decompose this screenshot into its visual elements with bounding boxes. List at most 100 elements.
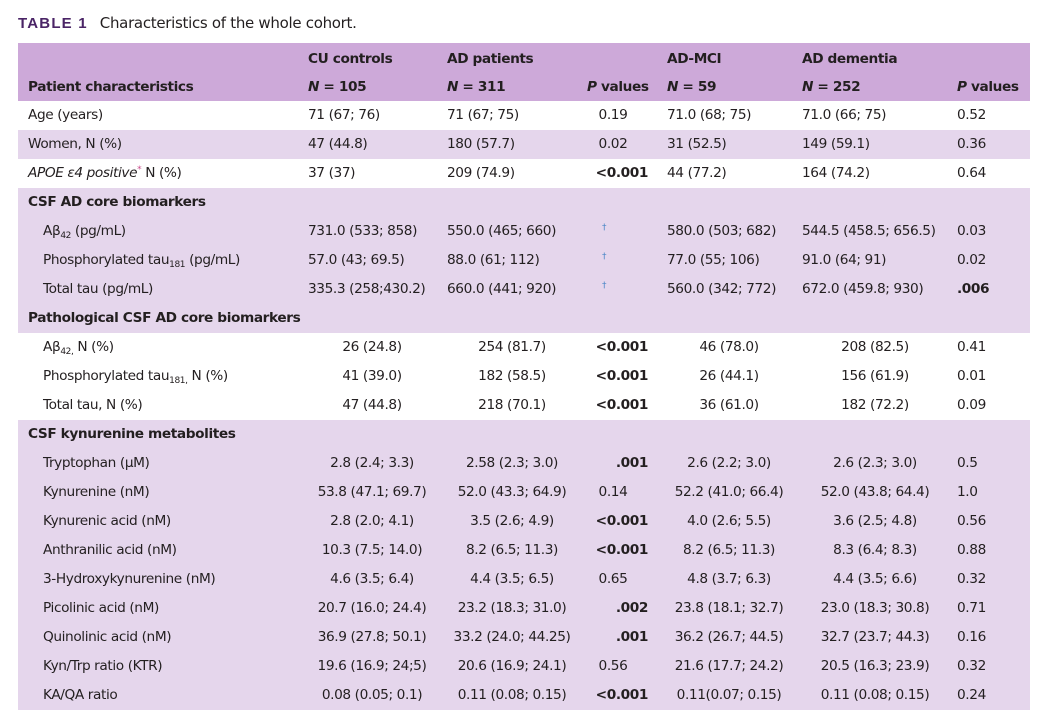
table-row: Quinolinic acid (nM) 36.9 (27.8; 50.1) 33.…	[18, 623, 1030, 652]
row-label: Age (years)	[28, 107, 103, 123]
cell-ad: 8.2 (6.5; 11.3)	[465, 542, 558, 558]
cell-ad: 4.4 (3.5; 6.5)	[470, 571, 554, 587]
cell-p2: 0.01	[957, 368, 986, 384]
cell-ad: 218 (70.1)	[478, 397, 546, 413]
cell-ad: 33.2 (24.0; 44.25)	[453, 629, 571, 645]
cell-mci: 580.0 (503; 682)	[667, 223, 777, 239]
table-row: Tryptophan (μM) 2.8 (2.4; 3.3) 2.58 (2.3; …	[18, 449, 1030, 478]
header-cu-n: N = 105	[308, 79, 367, 95]
cell-p1: †	[602, 252, 607, 262]
table-row: Phosphorylated tau181, N (%) 41 (39.0) 182…	[18, 362, 1030, 391]
section-row: CSF kynurenine metabolites	[18, 420, 1030, 449]
cell-p2: 0.36	[957, 136, 986, 152]
cell-cu: 71 (67; 76)	[308, 107, 380, 123]
cell-p2: 0.71	[957, 600, 986, 616]
table-caption: TABLE 1 Characteristics of the whole coho…	[18, 13, 357, 35]
table-row: KA/QA ratio 0.08 (0.05; 0.1) 0.11 (0.08; 0…	[18, 681, 1030, 710]
cell-cu: 2.8 (2.4; 3.3)	[330, 455, 414, 471]
cell-cu: 53.8 (47.1; 69.7)	[317, 484, 427, 500]
cell-ad: 71 (67; 75)	[447, 107, 519, 123]
table-number: TABLE 1	[18, 15, 88, 32]
cell-cu: 20.7 (16.0; 24.4)	[317, 600, 427, 616]
row-label: Kynurenic acid (nM)	[43, 513, 171, 529]
table-row: Total tau, N (%) 47 (44.8) 218 (70.1) <0.00…	[18, 391, 1030, 420]
cell-p2: 1.0	[957, 484, 978, 500]
cell-mci: 23.8 (18.1; 32.7)	[674, 600, 784, 616]
cell-ad: 180 (57.7)	[447, 136, 515, 152]
row-label: Anthranilic acid (nM)	[43, 542, 177, 558]
cell-cu: 10.3 (7.5; 14.0)	[321, 542, 423, 558]
header-ad-patients: AD patients	[447, 51, 534, 67]
cell-mci: 77.0 (55; 106)	[667, 252, 760, 268]
cell-p2: 0.64	[957, 165, 986, 181]
table-row: Aβ42 (pg/mL) 731.0 (533; 858) 550.0 (465; …	[18, 217, 1030, 246]
table-row: Kynurenic acid (nM) 2.8 (2.0; 4.1) 3.5 (2.…	[18, 507, 1030, 536]
cell-dem: 182 (72.2)	[841, 397, 909, 413]
cell-p2: .006	[957, 281, 990, 297]
section-heading: CSF kynurenine metabolites	[28, 426, 236, 442]
cell-mci: 2.6 (2.2; 3.0)	[687, 455, 771, 471]
cell-mci: 0.11(0.07; 0.15)	[676, 687, 782, 703]
cell-ad: 660.0 (441; 920)	[447, 281, 557, 297]
header-patient-characteristics: Patient characteristics	[28, 79, 194, 95]
cell-p1: .001	[615, 455, 649, 471]
table-row: Kynurenine (nM) 53.8 (47.1; 69.7) 52.0 (43…	[18, 478, 1030, 507]
cell-dem: 672.0 (459.8; 930)	[802, 281, 924, 297]
cell-cu: 37 (37)	[308, 165, 356, 181]
cell-dem: 91.0 (64; 91)	[802, 252, 887, 268]
cell-p1: .002	[615, 600, 649, 616]
header-cu-controls: CU controls	[308, 51, 393, 67]
cell-cu: 0.08 (0.05; 0.1)	[321, 687, 423, 703]
table-row: Women, N (%) 47 (44.8) 180 (57.7) 0.02 31 (5…	[18, 130, 1030, 159]
cell-dem: 8.3 (6.4; 8.3)	[833, 542, 917, 558]
section-row: CSF AD core biomarkers	[18, 188, 1030, 217]
table-row: Total tau (pg/mL) 335.3 (258;430.2) 660.0 …	[18, 275, 1030, 304]
header-ad-mci: AD-MCI	[667, 51, 722, 67]
table-row: Age (years) 71 (67; 76) 71 (67; 75) 0.19 71.…	[18, 101, 1030, 130]
cell-p2: 0.09	[957, 397, 986, 413]
cell-ad: 209 (74.9)	[447, 165, 515, 181]
cell-p2: 0.32	[957, 658, 986, 674]
cell-ad: 23.2 (18.3; 31.0)	[457, 600, 567, 616]
cell-p2: 0.02	[957, 252, 986, 268]
cell-p2: 0.03	[957, 223, 986, 239]
cell-dem: 52.0 (43.8; 64.4)	[820, 484, 930, 500]
cell-p1: 0.56	[598, 658, 628, 674]
cell-dem: 0.11 (0.08; 0.15)	[820, 687, 930, 703]
cell-p1: †	[602, 223, 607, 233]
cell-mci: 36.2 (26.7; 44.5)	[674, 629, 784, 645]
cell-p1: .001	[615, 629, 649, 645]
cell-p1: <0.001	[595, 397, 649, 413]
cell-ad: 2.58 (2.3; 3.0)	[465, 455, 558, 471]
cell-p2: 0.41	[957, 339, 986, 355]
cell-p1: <0.001	[595, 513, 649, 529]
cell-mci: 71.0 (68; 75)	[667, 107, 752, 123]
row-label: Phosphorylated tau181, N (%)	[43, 368, 228, 386]
cell-mci: 31 (52.5)	[667, 136, 727, 152]
cell-p2: 0.24	[957, 687, 986, 703]
row-label: Aβ42, N (%)	[43, 339, 114, 357]
cell-p1: <0.001	[595, 687, 649, 703]
cell-dem: 32.7 (23.7; 44.3)	[820, 629, 930, 645]
cell-p1: 0.19	[598, 107, 628, 123]
cell-dem: 208 (82.5)	[841, 339, 909, 355]
cell-p2: 0.52	[957, 107, 986, 123]
row-label: APOE ε4 positive* N (%)	[28, 165, 182, 181]
cell-mci: 560.0 (342; 772)	[667, 281, 777, 297]
header-ad-dementia: AD dementia	[802, 51, 898, 67]
cell-cu: 26 (24.8)	[342, 339, 402, 355]
cell-cu: 47 (44.8)	[342, 397, 402, 413]
cell-ad: 3.5 (2.6; 4.9)	[470, 513, 554, 529]
cell-dem: 544.5 (458.5; 656.5)	[802, 223, 936, 239]
row-label: Kyn/Trp ratio (KTR)	[43, 658, 163, 674]
cell-p1: 0.14	[598, 484, 628, 500]
row-label: Picolinic acid (nM)	[43, 600, 159, 616]
table-row: Picolinic acid (nM) 20.7 (16.0; 24.4) 23.2…	[18, 594, 1030, 623]
row-label: Women, N (%)	[28, 136, 122, 152]
cell-ad: 550.0 (465; 660)	[447, 223, 557, 239]
section-row: Pathological CSF AD core biomarkers	[18, 304, 1030, 333]
cell-cu: 47 (44.8)	[308, 136, 368, 152]
cell-cu: 731.0 (533; 858)	[308, 223, 418, 239]
table-row: APOE ε4 positive* N (%) 37 (37) 209 (74.9)…	[18, 159, 1030, 188]
row-label: KA/QA ratio	[43, 687, 118, 703]
